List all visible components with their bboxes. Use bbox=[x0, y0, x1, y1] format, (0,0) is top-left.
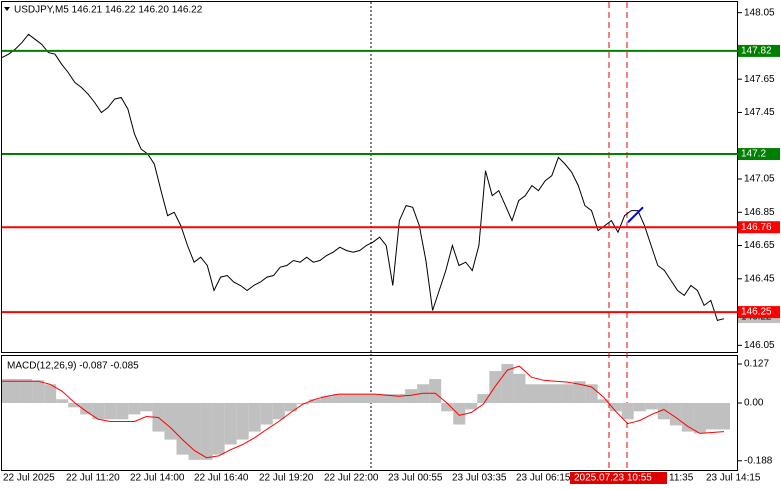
histogram-bar bbox=[212, 403, 225, 455]
histogram-bar bbox=[465, 403, 478, 410]
histogram-bar bbox=[8, 379, 21, 404]
level-label: 147.2 bbox=[741, 149, 766, 160]
x-tick-label: 11:35 bbox=[669, 473, 694, 484]
histogram-bar bbox=[693, 403, 706, 434]
histogram-bar bbox=[116, 403, 129, 420]
histogram-bar bbox=[393, 394, 406, 404]
chart-title: USDJPY,M5 146.21 146.22 146.20 146.22 bbox=[14, 5, 203, 16]
level-label-box bbox=[738, 148, 780, 161]
histogram-bar bbox=[188, 403, 201, 460]
histogram-bar bbox=[645, 403, 658, 410]
histogram-bar bbox=[248, 403, 261, 432]
histogram-bar bbox=[344, 394, 357, 404]
histogram-bar bbox=[549, 384, 562, 404]
histogram-bar bbox=[56, 399, 69, 404]
y-tick-label: 0.00 bbox=[744, 398, 764, 409]
y-tick-label: 146.05 bbox=[744, 340, 775, 351]
histogram-bar bbox=[609, 403, 622, 412]
macd-panel bbox=[1, 355, 738, 471]
histogram-bar bbox=[320, 396, 333, 404]
histogram-bar bbox=[272, 403, 285, 420]
histogram-bar bbox=[405, 389, 418, 404]
projection-line bbox=[627, 206, 644, 223]
histogram-bar bbox=[224, 403, 237, 445]
histogram-bar bbox=[597, 399, 610, 404]
histogram-bar bbox=[176, 403, 189, 455]
histogram-bar bbox=[128, 403, 141, 415]
histogram-bar bbox=[332, 394, 345, 404]
x-tick-label: 22 Jul 16:40 bbox=[194, 473, 249, 484]
y-tick-label: 148.05 bbox=[744, 7, 775, 18]
histogram-bar bbox=[525, 384, 538, 404]
histogram-bar bbox=[32, 380, 45, 404]
histogram-bar bbox=[260, 403, 273, 425]
y-tick-label: 147.05 bbox=[744, 174, 775, 185]
y-tick-label: 146.45 bbox=[744, 273, 775, 284]
histogram-bar bbox=[453, 403, 466, 425]
histogram-bar bbox=[164, 403, 177, 440]
histogram-bar bbox=[68, 403, 81, 408]
x-tick-label: 23 Jul 14:15 bbox=[706, 473, 761, 484]
y-tick-label: 147.45 bbox=[744, 107, 775, 118]
crosshair-label: 2025.07.23 10:55 bbox=[574, 473, 652, 484]
histogram-bar bbox=[356, 394, 370, 404]
x-tick-label: 23 Jul 03:35 bbox=[452, 473, 507, 484]
x-tick-label: 23 Jul 00:55 bbox=[388, 473, 443, 484]
signal-line bbox=[2, 365, 725, 459]
histogram-bar bbox=[296, 403, 309, 405]
histogram-bar bbox=[441, 403, 454, 412]
y-tick-label: 146.65 bbox=[744, 240, 775, 251]
price-panel bbox=[1, 1, 738, 353]
histogram-bar bbox=[477, 394, 490, 404]
histogram-bar bbox=[561, 384, 574, 404]
y-tick-label: 0.127 bbox=[744, 359, 769, 370]
histogram-bar bbox=[236, 403, 249, 440]
level-label-box bbox=[738, 221, 780, 234]
histogram-bar bbox=[429, 379, 442, 404]
histogram-bar bbox=[681, 403, 694, 432]
histogram-bar bbox=[633, 403, 646, 412]
histogram-bar bbox=[513, 373, 526, 404]
histogram-bar bbox=[20, 379, 33, 404]
x-tick-label: 22 Jul 22:00 bbox=[324, 473, 379, 484]
histogram-bar bbox=[621, 403, 634, 420]
level-label: 146.25 bbox=[741, 307, 772, 318]
histogram-bar bbox=[657, 403, 670, 420]
level-label-box bbox=[738, 306, 780, 319]
histogram-bar bbox=[573, 381, 586, 404]
x-tick-label: 23 Jul 06:15 bbox=[516, 473, 571, 484]
x-tick-label: 22 Jul 2025 bbox=[3, 473, 55, 484]
histogram-bar bbox=[284, 403, 297, 412]
collapse-icon bbox=[4, 7, 10, 11]
x-tick-label: 22 Jul 19:20 bbox=[259, 473, 314, 484]
y-tick-label: 147.65 bbox=[744, 74, 775, 85]
histogram-bar bbox=[80, 403, 93, 415]
macd-title: MACD(12,26,9) -0.087 -0.085 bbox=[7, 361, 139, 372]
histogram-bar bbox=[44, 384, 57, 404]
histogram-bar bbox=[705, 403, 718, 430]
crosshair-label-box bbox=[570, 472, 667, 484]
histogram-bar bbox=[200, 403, 213, 460]
histogram-bar bbox=[369, 394, 382, 404]
y-tick-label: -0.188 bbox=[744, 455, 773, 466]
x-tick-label: 22 Jul 14:00 bbox=[130, 473, 185, 484]
histogram-bar bbox=[717, 403, 731, 430]
histogram-bar bbox=[140, 403, 153, 412]
x-tick-label: 22 Jul 11:20 bbox=[66, 473, 120, 484]
histogram-bar bbox=[308, 399, 321, 404]
histogram-bar bbox=[381, 394, 394, 404]
histogram-bar bbox=[92, 403, 105, 420]
level-label: 147.82 bbox=[741, 46, 772, 57]
y-tick-label: 146.85 bbox=[744, 207, 775, 218]
histogram-bar bbox=[537, 384, 550, 404]
level-label-box bbox=[738, 44, 780, 57]
histogram-bar bbox=[104, 403, 117, 420]
level-label: 146.76 bbox=[741, 222, 772, 233]
